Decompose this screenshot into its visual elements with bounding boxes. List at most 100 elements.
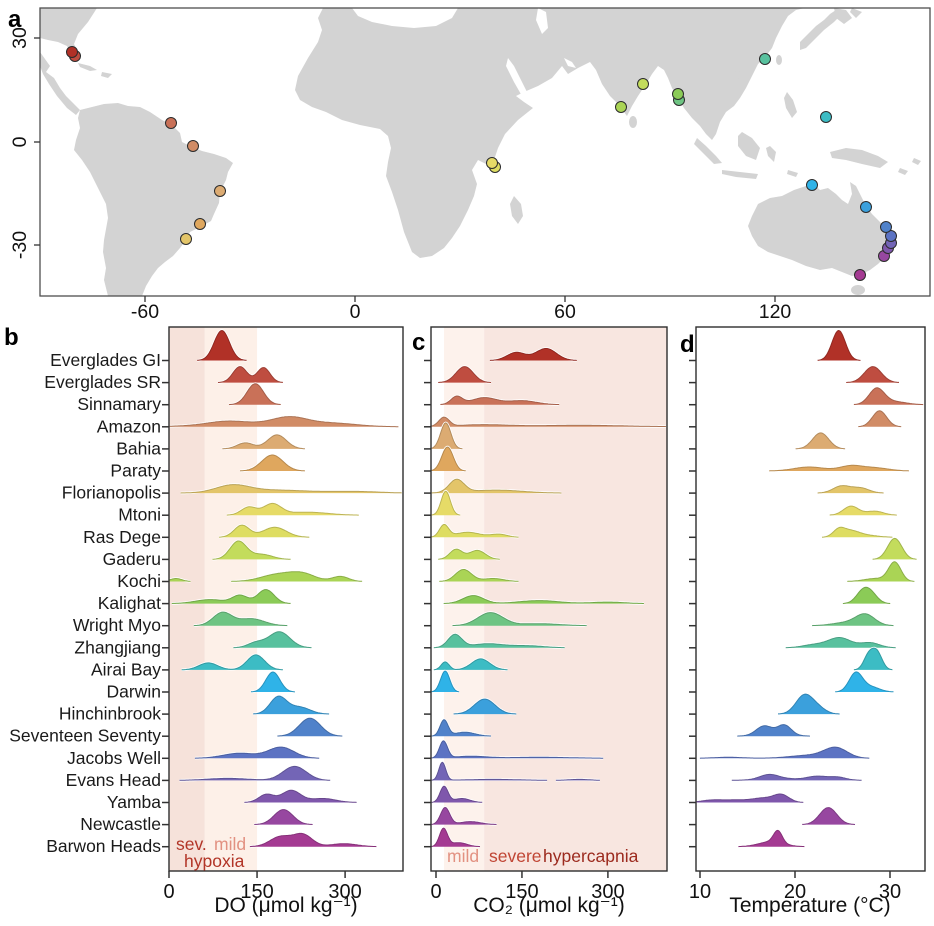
ridge-fill xyxy=(439,569,519,582)
ridge-fill xyxy=(817,485,884,494)
ridge-fill xyxy=(244,790,357,803)
ridge-fill xyxy=(222,434,305,449)
water-shape xyxy=(352,8,458,28)
land-shape xyxy=(40,52,80,115)
ridge-outline xyxy=(821,526,893,538)
threshold-annotation: severe xyxy=(489,846,542,866)
ridge-outline xyxy=(231,571,363,582)
ridge-outline xyxy=(489,348,577,361)
panel-d-letter: d xyxy=(680,331,695,358)
ridge-outline xyxy=(431,422,463,450)
ridge-fill xyxy=(431,422,463,449)
map-site-dot xyxy=(615,101,627,113)
land-shape xyxy=(898,168,908,175)
threshold-annotation: hypercapnia xyxy=(543,846,639,866)
land-shape xyxy=(776,55,782,65)
ridge-outline xyxy=(795,432,846,450)
map-site-dot xyxy=(880,221,892,233)
ridge-outline xyxy=(802,807,856,825)
ridge-outline xyxy=(433,658,508,671)
ridge-outline xyxy=(431,446,466,472)
ridge-outline xyxy=(228,383,281,406)
water-shape xyxy=(536,8,548,34)
site-label: Florianopolis xyxy=(62,483,161,503)
ridge-outline xyxy=(440,395,560,406)
ridge-fill xyxy=(171,589,291,604)
map-site-dot xyxy=(860,201,872,213)
land-shape xyxy=(40,8,97,58)
site-label: Evans Head xyxy=(66,770,161,790)
map-site-dot xyxy=(214,185,226,197)
map-x-tick-label: 0 xyxy=(350,301,361,323)
map-site-dot xyxy=(486,157,498,169)
ridge-outline xyxy=(180,484,402,494)
site-label: Ras Dege xyxy=(83,527,161,547)
ridge-outline xyxy=(433,633,565,649)
ridge-fill xyxy=(431,479,562,494)
map-site-dot xyxy=(885,230,897,242)
ridge-fill xyxy=(431,786,483,803)
ridge-fill xyxy=(853,648,893,670)
ridge-outline xyxy=(431,670,460,693)
ridge-outline xyxy=(555,778,600,781)
map-border xyxy=(39,7,931,297)
ridge-fill xyxy=(785,637,896,648)
ridge-fill xyxy=(431,740,604,759)
ridge-outline xyxy=(250,671,296,693)
ridge-outline xyxy=(212,540,291,560)
ridge-outline xyxy=(452,612,587,627)
ridge-outline xyxy=(769,464,909,472)
site-label: Everglades SR xyxy=(44,372,161,392)
land-shape xyxy=(629,116,637,128)
ridge-outline xyxy=(179,765,331,781)
ridge-outline xyxy=(853,387,924,406)
ridge-fill xyxy=(251,672,295,692)
ridge-outline xyxy=(699,746,870,759)
co2-x-tick-label: 150 xyxy=(505,881,538,903)
ridge-outline xyxy=(438,366,492,383)
ridge-outline xyxy=(738,829,805,848)
water-shape xyxy=(506,58,528,96)
temp-x-tick-label: 30 xyxy=(879,881,901,903)
ridge-fill xyxy=(431,447,466,471)
ridge-fill xyxy=(489,348,577,361)
map-site-dot xyxy=(672,88,684,100)
land-shape xyxy=(78,63,97,71)
ridge-fill xyxy=(180,484,402,494)
land-shape xyxy=(766,146,776,162)
land-shape xyxy=(738,132,760,160)
ridge-fill xyxy=(842,587,891,604)
ridge-outline xyxy=(737,724,810,737)
ridge-outline xyxy=(847,561,915,582)
ridge-fill xyxy=(812,613,894,626)
land-shape xyxy=(101,72,112,78)
ridge-fill xyxy=(817,330,861,361)
site-label: Gaderu xyxy=(103,549,161,569)
ridge-outline xyxy=(226,502,359,516)
land-shape xyxy=(510,196,523,224)
ridge-outline xyxy=(253,695,330,715)
map-x-tick-label: 60 xyxy=(554,301,576,323)
site-label: Newcastle xyxy=(80,814,161,834)
map-x-tick-label: -60 xyxy=(131,301,159,323)
do-x-tick-label: 0 xyxy=(163,881,174,903)
land-shape xyxy=(74,103,233,296)
map-site-dot xyxy=(187,140,199,152)
ridge-fill xyxy=(433,634,565,648)
land-shape xyxy=(834,8,852,24)
ridge-fill xyxy=(226,503,359,516)
ridge-fill xyxy=(872,538,917,560)
map-site-dot xyxy=(66,46,78,58)
ridge-outline xyxy=(835,671,894,693)
land-shape xyxy=(800,10,842,50)
temperature-axis-title: Temperature (°C) xyxy=(729,894,891,917)
temp-panel: 10 20 30 xyxy=(689,326,926,903)
ridge-outline xyxy=(194,746,320,759)
ridge-outline xyxy=(453,698,517,715)
threshold-annotation: mild xyxy=(447,846,479,866)
ridge-fill xyxy=(194,747,320,759)
ridge-outline xyxy=(431,761,548,781)
do-x-tick-label: 300 xyxy=(328,881,361,903)
ridge-fill xyxy=(179,766,331,781)
